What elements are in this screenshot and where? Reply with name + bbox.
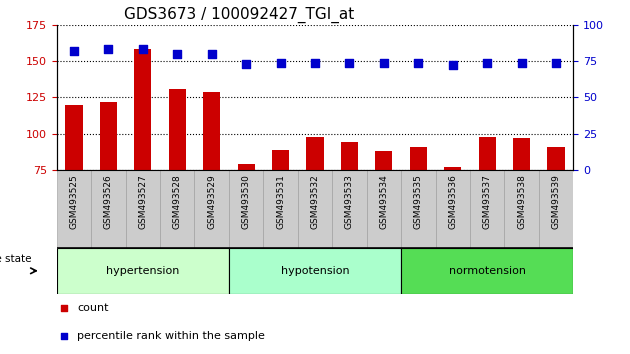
- Text: GDS3673 / 100092427_TGI_at: GDS3673 / 100092427_TGI_at: [124, 7, 354, 23]
- Point: [172, 51, 182, 57]
- Text: GSM493531: GSM493531: [276, 174, 285, 229]
- Bar: [229, 248, 401, 294]
- Point: [345, 60, 355, 65]
- Bar: [401, 170, 435, 248]
- Bar: [435, 170, 470, 248]
- Text: disease state: disease state: [0, 254, 31, 264]
- Text: GSM493539: GSM493539: [552, 174, 561, 229]
- Point: [59, 305, 69, 311]
- Bar: [513, 138, 530, 170]
- Text: GSM493538: GSM493538: [517, 174, 526, 229]
- Bar: [298, 170, 332, 248]
- Bar: [375, 151, 392, 170]
- Text: hypertension: hypertension: [106, 266, 180, 276]
- Point: [138, 47, 148, 52]
- Point: [103, 47, 113, 52]
- Bar: [203, 92, 220, 170]
- Bar: [539, 170, 573, 248]
- Text: count: count: [77, 303, 109, 313]
- Text: hypotension: hypotension: [281, 266, 349, 276]
- Bar: [479, 137, 496, 170]
- Bar: [125, 170, 160, 248]
- Bar: [341, 142, 358, 170]
- Bar: [229, 170, 263, 248]
- Point: [482, 60, 492, 65]
- Point: [207, 51, 217, 57]
- Point: [310, 60, 320, 65]
- Text: GSM493533: GSM493533: [345, 174, 354, 229]
- Text: GSM493535: GSM493535: [414, 174, 423, 229]
- Bar: [444, 167, 461, 170]
- Bar: [401, 248, 573, 294]
- Bar: [195, 170, 229, 248]
- Text: GSM493530: GSM493530: [242, 174, 251, 229]
- Bar: [410, 147, 427, 170]
- Bar: [66, 104, 83, 170]
- Bar: [470, 170, 505, 248]
- Text: GSM493525: GSM493525: [69, 174, 78, 229]
- Bar: [134, 50, 151, 170]
- Point: [379, 60, 389, 65]
- Bar: [91, 170, 125, 248]
- Point: [517, 60, 527, 65]
- Bar: [100, 102, 117, 170]
- Bar: [367, 170, 401, 248]
- Bar: [238, 164, 255, 170]
- Bar: [263, 170, 298, 248]
- Text: GSM493528: GSM493528: [173, 174, 181, 229]
- Bar: [505, 170, 539, 248]
- Text: GSM493537: GSM493537: [483, 174, 491, 229]
- Point: [413, 60, 423, 65]
- Bar: [547, 147, 564, 170]
- Point: [59, 333, 69, 339]
- Text: GSM493526: GSM493526: [104, 174, 113, 229]
- Text: GSM493532: GSM493532: [311, 174, 319, 229]
- Text: normotension: normotension: [449, 266, 525, 276]
- Point: [551, 60, 561, 65]
- Bar: [332, 170, 367, 248]
- Bar: [57, 170, 91, 248]
- Bar: [306, 137, 324, 170]
- Point: [448, 63, 458, 68]
- Point: [241, 61, 251, 67]
- Bar: [57, 248, 229, 294]
- Bar: [160, 170, 195, 248]
- Bar: [169, 88, 186, 170]
- Bar: [272, 150, 289, 170]
- Text: percentile rank within the sample: percentile rank within the sample: [77, 331, 265, 341]
- Point: [69, 48, 79, 54]
- Text: GSM493534: GSM493534: [379, 174, 388, 229]
- Text: GSM493529: GSM493529: [207, 174, 216, 229]
- Text: GSM493536: GSM493536: [449, 174, 457, 229]
- Point: [275, 60, 285, 65]
- Text: GSM493527: GSM493527: [139, 174, 147, 229]
